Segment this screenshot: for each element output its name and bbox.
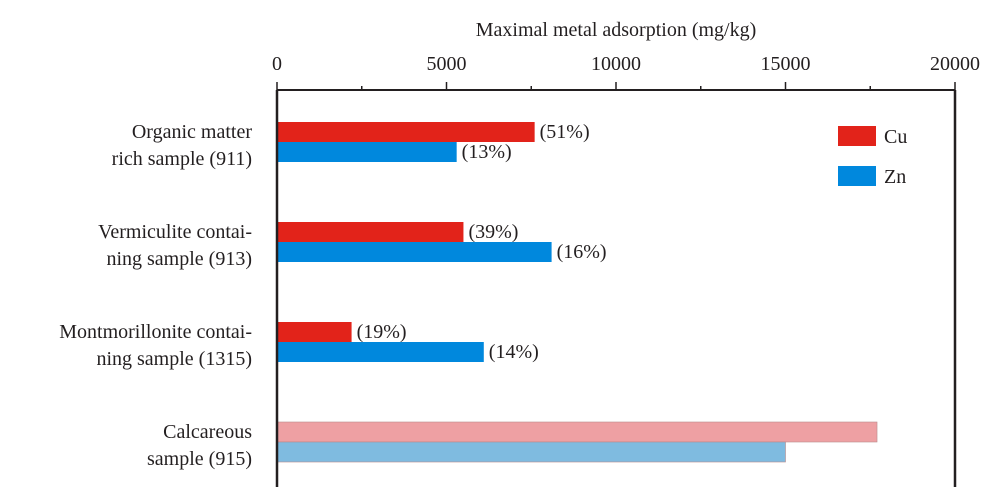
data-label: (13%) (462, 141, 512, 163)
legend-label: Cu (884, 126, 907, 148)
x-axis-label: Maximal metal adsorption (mg/kg) (476, 19, 757, 41)
category-label: ning sample (913) (106, 248, 252, 270)
x-tick-label: 20000 (930, 53, 980, 75)
data-label: (51%) (540, 121, 590, 143)
category-label: rich sample (911) (112, 148, 252, 170)
zn-bar (276, 441, 786, 463)
category-label: Montmorillonite contai- (59, 321, 252, 343)
legend-swatch (838, 166, 876, 186)
x-tick-label: 10000 (591, 53, 641, 75)
legend-swatch (838, 126, 876, 146)
category-label: Vermiculite contai- (98, 221, 252, 243)
data-label: (19%) (357, 321, 407, 343)
x-tick-label: 5000 (427, 53, 467, 75)
category-label: ning sample (1315) (96, 348, 252, 370)
data-label: (16%) (557, 241, 607, 263)
bars: (51%) (13%) (39%) (16%) (19%) (14%) (276, 121, 878, 463)
category-label: Organic matter (132, 121, 252, 143)
category-labels: Organic matter rich sample (911) Vermiculi… (59, 121, 252, 470)
data-label: (14%) (489, 341, 539, 363)
zn-bar (277, 342, 484, 362)
x-tick-label: 0 (272, 53, 282, 75)
plot-frame (275, 89, 957, 487)
x-axis-ticks: 0 5000 10000 15000 20000 (272, 53, 980, 90)
x-tick-label: 15000 (761, 53, 811, 75)
cu-bar (277, 122, 535, 142)
category-label: sample (915) (147, 448, 252, 470)
zn-bar (277, 242, 552, 262)
data-label: (39%) (468, 221, 518, 243)
zn-bar (277, 142, 457, 162)
legend: Cu Zn (838, 126, 907, 188)
cu-bar (276, 421, 878, 443)
cu-bar (277, 322, 352, 342)
category-label: Calcareous (163, 421, 252, 443)
cu-bar (277, 222, 464, 242)
legend-label: Zn (884, 166, 906, 188)
